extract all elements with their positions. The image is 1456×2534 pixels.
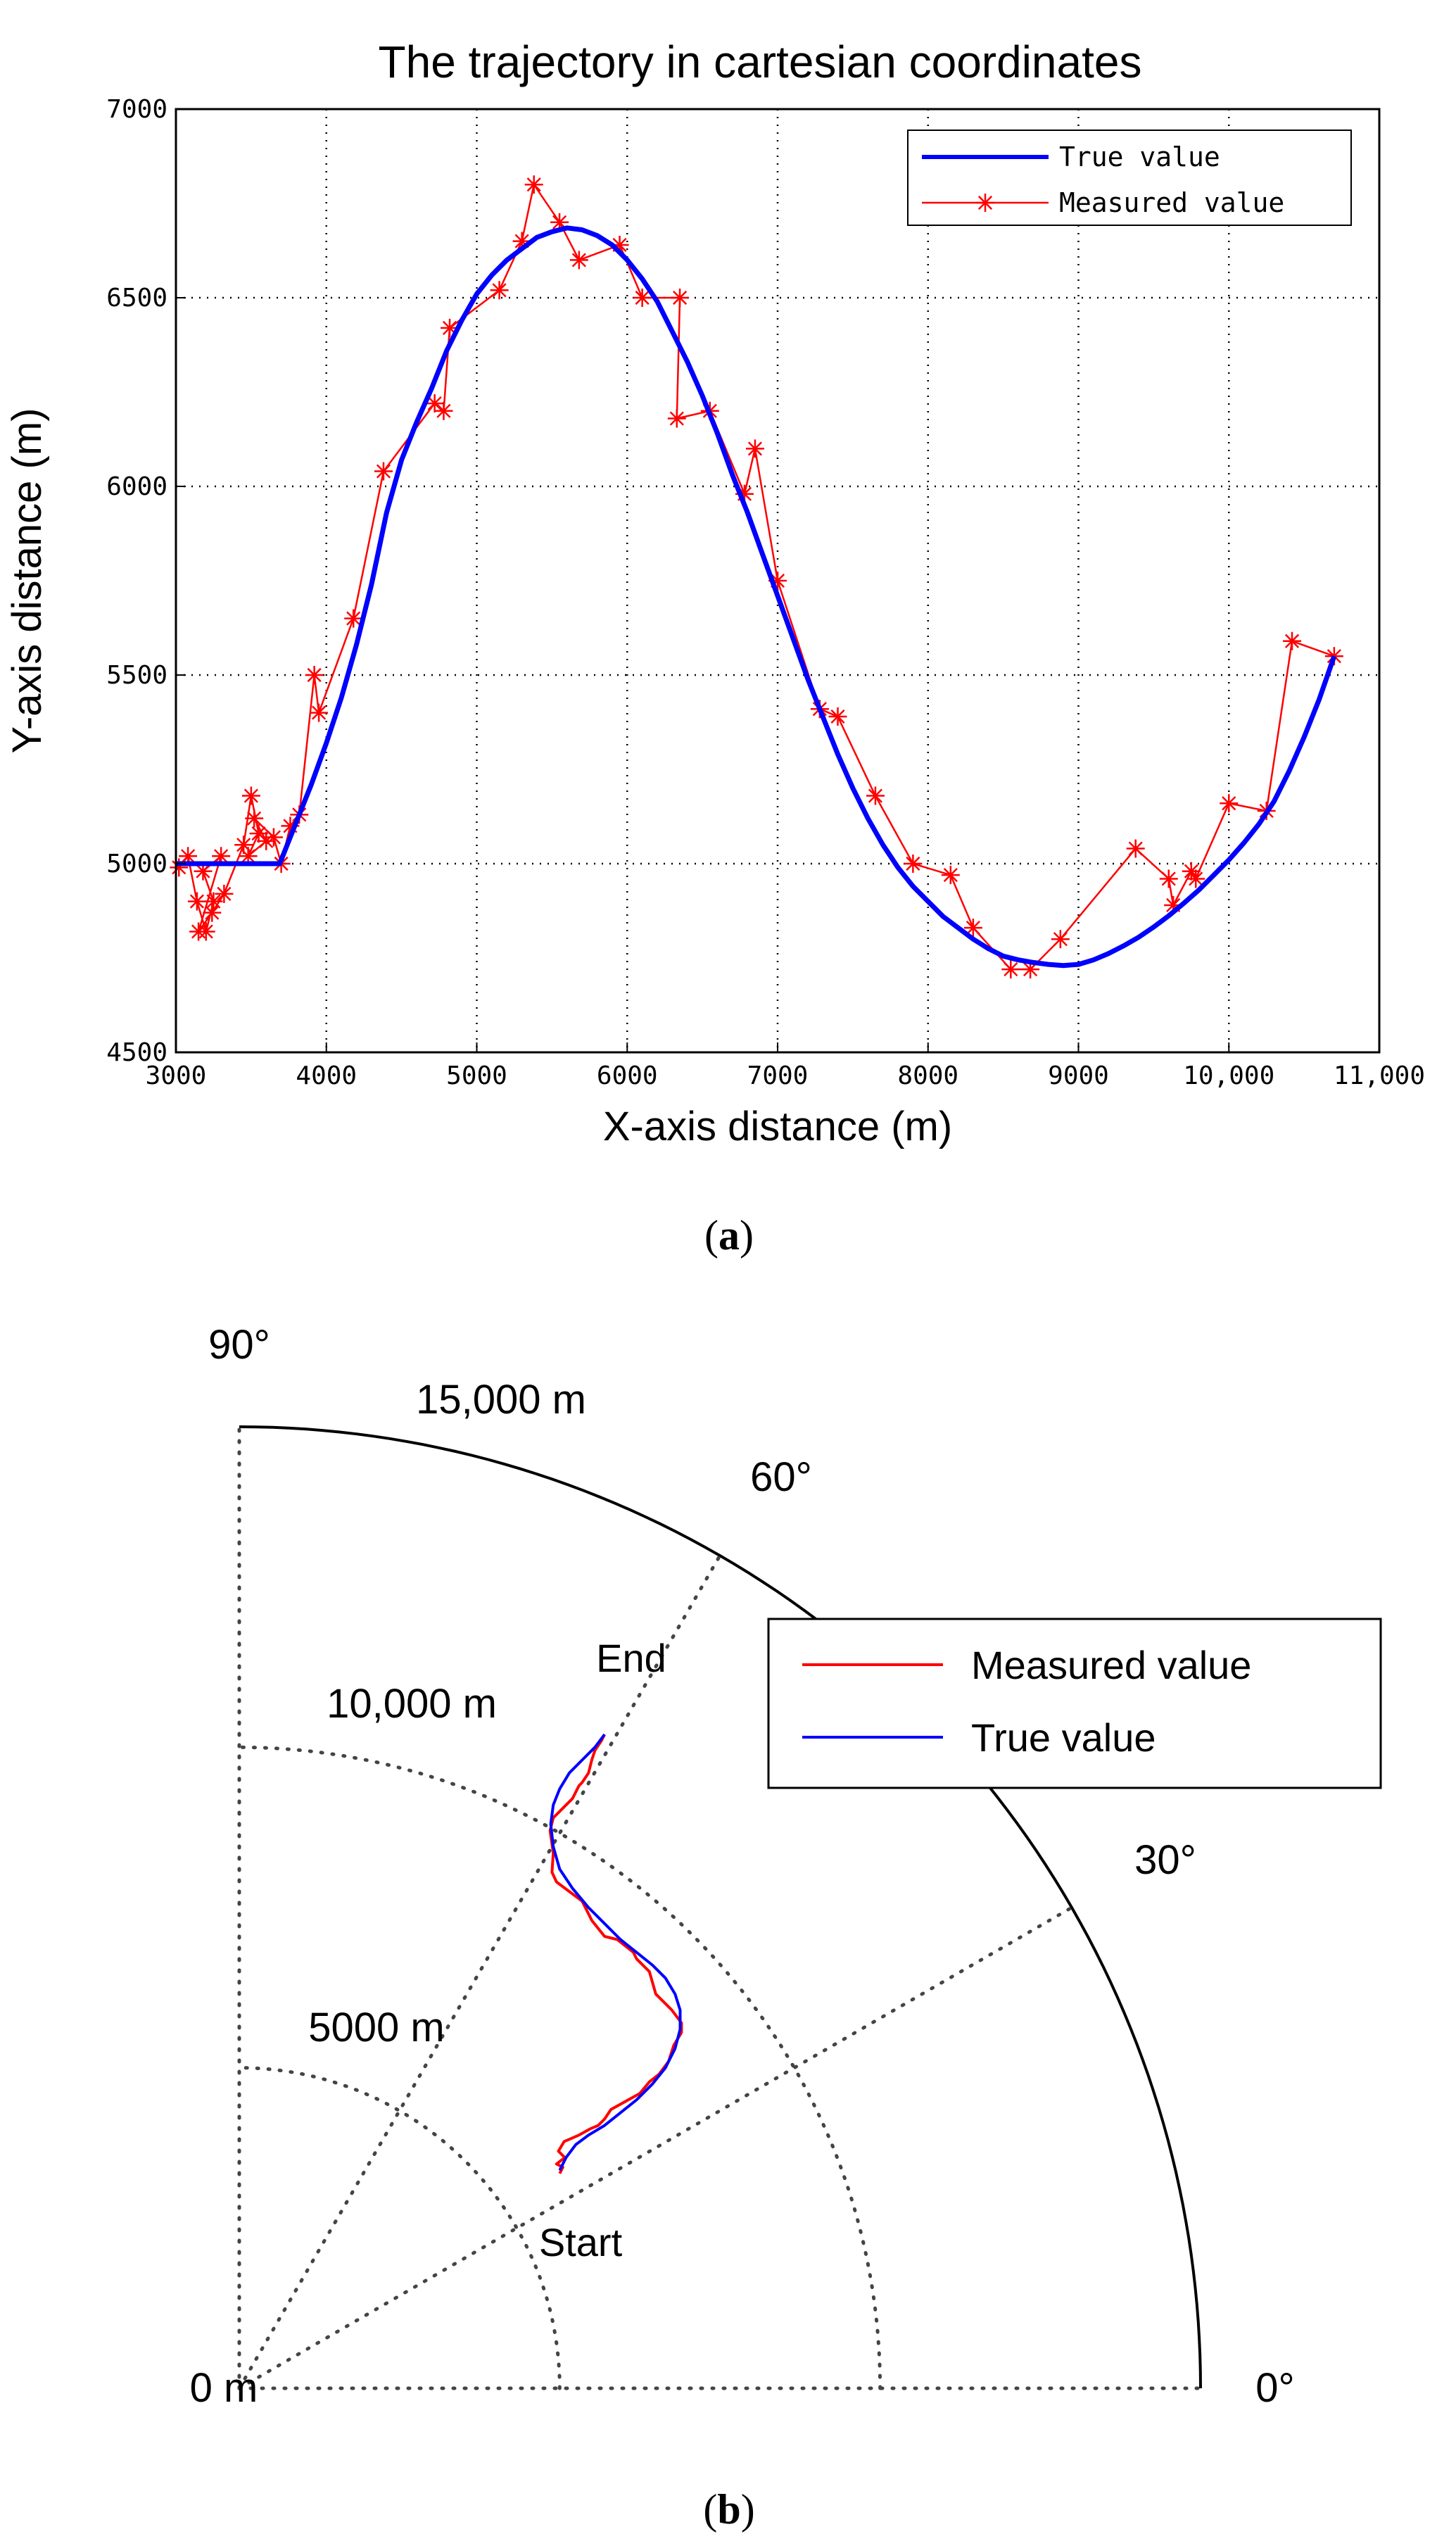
measured-point-a [212,847,231,866]
measured-point-a [241,786,260,805]
x-tick-label: 5000 [446,1061,507,1090]
radial-ring [237,2066,562,2390]
legend-label-true-a: True value [1059,141,1220,172]
angle-label: 30° [1134,1837,1196,1883]
x-tick-label: 11,000 [1334,1061,1425,1090]
angle-spoke [237,1905,1074,2390]
measured-trajectory-b [548,1734,683,2174]
measured-point-a [963,919,982,938]
measured-point-a [828,707,847,726]
angle-label: 60° [750,1454,812,1500]
measured-point-a [1001,960,1020,979]
y-tick-label: 5500 [106,661,167,690]
y-ticks-a: 4500 5000 5500 6000 6500 7000 [106,95,186,1067]
true-trajectory-b [549,1733,682,2171]
legend-star-marker-a [976,194,994,212]
x-tick-label: 10,000 [1183,1061,1274,1090]
measured-point-a [1283,631,1302,650]
y-tick-label: 5000 [106,850,167,878]
angle-label: 90° [208,1322,270,1368]
y-tick-label: 7000 [106,95,167,124]
measured-point-a [170,858,189,877]
panel-a: The trajectory in cartesian coordinates … [4,37,1425,1259]
polar-plot-area-b [548,1733,683,2174]
radial-label: 0 m [190,2365,258,2411]
measured-point-a [667,409,686,428]
y-tick-label: 6500 [106,284,167,313]
measured-point-a [187,892,206,911]
legend-a: True value Measured value [907,130,1352,226]
measured-point-a [245,809,264,828]
legend-label-true-b: True value [971,1715,1156,1760]
panel-label-a: (a) [704,1212,754,1259]
measured-point-a [1051,930,1070,949]
measured-point-a [434,401,453,420]
angle-spoke [237,1553,722,2390]
measured-point-a [1126,839,1145,858]
measured-point-a [257,831,276,850]
legend-marker-measured-a [976,194,994,212]
radial-label: 15,000 m [416,1377,586,1423]
measured-point-a [1186,869,1205,888]
measured-point-a [904,855,923,873]
legend-b: Measured value True value [767,1618,1382,1789]
start-annotation: Start [539,2220,623,2264]
plot-area-a [170,175,1343,979]
measured-point-a [1159,869,1178,888]
measured-point-a [203,903,222,922]
panel-b: 0° 30° 60° 90° 0 m 5000 m 10,000 m 15,000 m End… [190,1322,1382,2533]
x-tick-label: 4000 [296,1061,357,1090]
measured-point-a [374,462,393,481]
measured-point-a [264,828,283,847]
legend-box-a [907,130,1352,226]
y-tick-label: 4500 [106,1038,167,1067]
x-ticks-a: 3000 4000 5000 6000 7000 8000 9000 10,000 11,000 [146,1042,1425,1090]
true-series-line-a [176,225,1337,969]
x-tick-label: 7000 [747,1061,809,1090]
polar-grid-b [237,1425,1203,2390]
radial-label: 10,000 m [327,1681,497,1727]
end-annotation: End [596,1636,666,1680]
measured-point-a [490,281,509,300]
y-axis-label-a: Y-axis distance (m) [4,408,50,753]
measured-point-a [745,439,764,458]
measured-point-a [310,703,329,722]
measured-point-a [633,289,652,307]
measured-point-a [344,609,363,628]
outer-ring [239,1425,1202,2389]
radial-ring [237,1745,882,2390]
legend-box-b [767,1618,1382,1789]
measured-point-a [215,884,234,903]
measured-series-line-a [178,182,1335,971]
x-tick-label: 3000 [146,1061,207,1090]
legend-label-measured-a: Measured value [1059,187,1284,218]
radial-label: 5000 m [308,2005,444,2050]
x-axis-label-a: X-axis distance (m) [603,1104,952,1149]
x-tick-label: 8000 [897,1061,958,1090]
polar-labels-b: 0° 30° 60° 90° 0 m 5000 m 10,000 m 15,000 m [190,1322,1295,2411]
x-tick-label: 9000 [1048,1061,1109,1090]
legend-label-measured-b: Measured value [971,1643,1251,1687]
chart-title-a: The trajectory in cartesian coordinates [379,37,1142,87]
y-tick-label: 6000 [106,472,167,501]
measured-point-a [941,866,960,885]
measured-point-a [1220,794,1239,813]
measured-point-a [671,289,690,307]
angle-label: 0° [1255,2365,1294,2411]
measured-point-a [569,251,588,270]
measured-point-a [305,666,324,684]
measured-point-a [425,394,444,413]
x-tick-label: 6000 [597,1061,658,1090]
measured-point-a [189,922,208,941]
panel-label-b: (b) [703,2486,754,2533]
measured-point-a [524,175,543,194]
measured-point-a [866,786,885,805]
